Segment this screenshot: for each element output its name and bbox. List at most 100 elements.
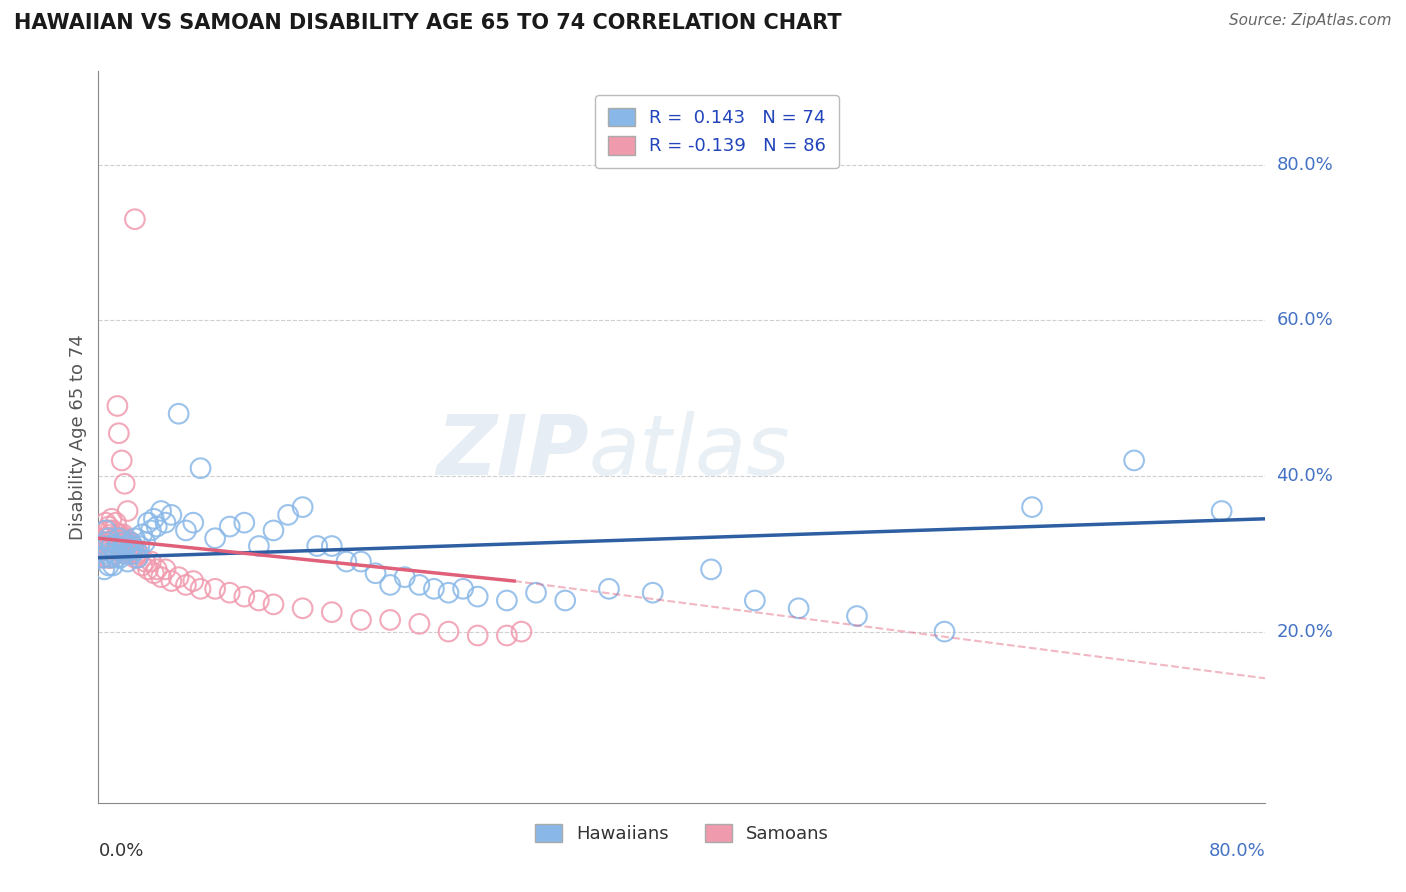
Point <box>134 535 156 549</box>
Point <box>111 542 134 557</box>
Point <box>1021 500 1043 515</box>
Point <box>335 555 357 569</box>
Point <box>105 539 128 553</box>
Point <box>120 535 142 549</box>
Text: Source: ZipAtlas.com: Source: ZipAtlas.com <box>1229 13 1392 29</box>
Point <box>124 531 146 545</box>
Point <box>174 524 197 538</box>
Point <box>120 542 142 557</box>
Point <box>350 613 373 627</box>
Point <box>114 547 136 561</box>
Point <box>467 628 489 642</box>
Point <box>160 508 183 522</box>
Point <box>104 550 127 565</box>
Point <box>218 585 240 599</box>
Point <box>105 527 128 541</box>
Point <box>262 524 284 538</box>
Point <box>114 531 136 545</box>
Text: 0.0%: 0.0% <box>98 842 143 860</box>
Point <box>787 601 810 615</box>
Text: 60.0%: 60.0% <box>1277 311 1333 329</box>
Point <box>174 578 197 592</box>
Point <box>98 550 121 565</box>
Point <box>524 585 547 599</box>
Point <box>118 535 141 549</box>
Point <box>100 539 122 553</box>
Point <box>142 566 165 581</box>
Point <box>510 624 533 639</box>
Point <box>136 562 159 576</box>
Point <box>128 539 150 553</box>
Point <box>103 531 125 545</box>
Point <box>101 558 124 573</box>
Point <box>307 539 329 553</box>
Point <box>112 527 135 541</box>
Point <box>118 542 141 557</box>
Point <box>146 519 169 533</box>
Point <box>91 550 114 565</box>
Point <box>150 504 173 518</box>
Point <box>114 542 136 557</box>
Point <box>291 500 314 515</box>
Point <box>96 524 118 538</box>
Point <box>321 605 343 619</box>
Point <box>142 512 165 526</box>
Point <box>98 550 121 565</box>
Point <box>127 550 149 565</box>
Point <box>233 516 256 530</box>
Point <box>112 539 135 553</box>
Point <box>93 562 115 576</box>
Point <box>127 550 149 565</box>
Point <box>96 539 118 553</box>
Text: atlas: atlas <box>589 411 790 492</box>
Point <box>104 516 127 530</box>
Point <box>423 582 446 596</box>
Legend: Hawaiians, Samoans: Hawaiians, Samoans <box>526 815 838 852</box>
Point <box>204 531 226 545</box>
Point <box>101 547 124 561</box>
Point <box>181 516 204 530</box>
Point <box>218 519 240 533</box>
Point <box>94 516 117 530</box>
Point <box>1123 453 1146 467</box>
Point <box>117 504 139 518</box>
Point <box>110 550 132 565</box>
Point <box>93 539 115 553</box>
Y-axis label: Disability Age 65 to 74: Disability Age 65 to 74 <box>69 334 87 540</box>
Point <box>97 519 120 533</box>
Point <box>101 535 124 549</box>
Point <box>700 562 723 576</box>
Point <box>120 535 142 549</box>
Text: 80.0%: 80.0% <box>1209 842 1265 860</box>
Point <box>641 585 664 599</box>
Point <box>451 582 474 596</box>
Point <box>96 550 118 565</box>
Point <box>134 555 156 569</box>
Point <box>104 542 127 557</box>
Point <box>97 535 120 549</box>
Point <box>554 593 576 607</box>
Point <box>139 524 162 538</box>
Point <box>291 601 314 615</box>
Point <box>118 547 141 561</box>
Text: HAWAIIAN VS SAMOAN DISABILITY AGE 65 TO 74 CORRELATION CHART: HAWAIIAN VS SAMOAN DISABILITY AGE 65 TO … <box>14 13 842 33</box>
Point <box>110 539 132 553</box>
Point <box>117 535 139 549</box>
Point <box>846 609 869 624</box>
Point <box>408 616 430 631</box>
Point <box>94 539 117 553</box>
Point <box>437 585 460 599</box>
Point <box>160 574 183 588</box>
Point <box>190 461 212 475</box>
Point <box>146 562 169 576</box>
Point <box>97 531 120 545</box>
Point <box>100 527 122 541</box>
Text: 20.0%: 20.0% <box>1277 623 1333 640</box>
Point <box>496 593 519 607</box>
Point <box>104 531 127 545</box>
Text: 80.0%: 80.0% <box>1277 156 1333 174</box>
Point <box>131 527 153 541</box>
Point <box>100 539 122 553</box>
Point <box>96 547 118 561</box>
Point <box>97 558 120 573</box>
